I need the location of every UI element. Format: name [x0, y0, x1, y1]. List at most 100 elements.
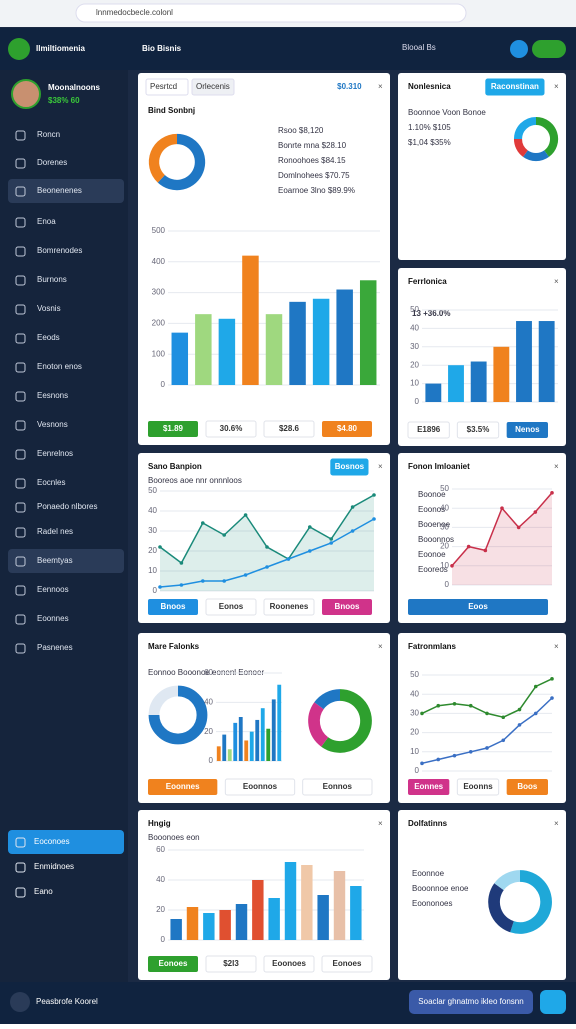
stat-label[interactable]: Bnoos: [335, 602, 360, 611]
stat-label[interactable]: E1896: [417, 425, 441, 434]
nav-item[interactable]: Vosnis: [37, 304, 61, 313]
nav-item[interactable]: Eoconoes: [34, 837, 70, 846]
stat-chip[interactable]: [322, 599, 372, 615]
close-icon[interactable]: ×: [554, 462, 559, 471]
stat-chip[interactable]: [456, 421, 500, 439]
stat-chip[interactable]: [407, 421, 450, 439]
nav-item[interactable]: Radel nes: [37, 527, 73, 536]
tab-label[interactable]: Orlecenis: [196, 82, 230, 91]
stat-label[interactable]: Roonenes: [270, 602, 309, 611]
y-tick-label: 20: [410, 728, 419, 737]
stat-chip[interactable]: [408, 599, 548, 615]
nav-item[interactable]: Eoonnes: [37, 614, 69, 623]
stat-label[interactable]: Nenos: [515, 425, 540, 434]
nav-item[interactable]: Enmidnoes: [34, 862, 74, 871]
stat-chip[interactable]: [456, 778, 500, 796]
stat-chip[interactable]: [506, 422, 548, 438]
nav-item[interactable]: Eocnles: [37, 478, 65, 487]
stat-label[interactable]: $4.80: [337, 424, 358, 433]
stat-chip[interactable]: [263, 955, 315, 973]
stat-label[interactable]: Eoonnos: [243, 782, 278, 791]
footer-text: Peasbrofe Koorel: [36, 997, 98, 1006]
nav-item[interactable]: Roncn: [37, 130, 60, 139]
stat-label[interactable]: $28.6: [279, 424, 300, 433]
y-tick-label: 0: [415, 766, 420, 775]
nav-item[interactable]: Eesnons: [37, 391, 68, 400]
stat-chip[interactable]: [205, 598, 257, 616]
stat-label[interactable]: 30.6%: [220, 424, 243, 433]
stat-label[interactable]: Eonoes: [333, 959, 362, 968]
nav-item[interactable]: Dorenes: [37, 158, 67, 167]
stat-chip[interactable]: [205, 955, 257, 973]
tab[interactable]: [145, 78, 189, 96]
stat-label[interactable]: $3.5%: [467, 425, 490, 434]
nav-item[interactable]: Beemtyas: [37, 556, 73, 565]
nav-item[interactable]: Eennoos: [37, 585, 69, 594]
stat-label[interactable]: Eoonnes: [166, 782, 200, 791]
nav-item[interactable]: Pasnenes: [37, 643, 73, 652]
stat-chip[interactable]: [148, 956, 198, 972]
nav-icon: [15, 333, 26, 344]
tab[interactable]: [191, 78, 235, 96]
badge-label[interactable]: Raconstinan: [491, 82, 539, 91]
nav-item[interactable]: Vesnons: [37, 420, 68, 429]
stat-chip[interactable]: [148, 599, 198, 615]
y-tick-label: 20: [204, 727, 213, 736]
close-icon[interactable]: ×: [378, 82, 383, 91]
nav-item[interactable]: Eano: [34, 887, 53, 896]
nav-item[interactable]: Enoa: [37, 217, 56, 226]
nav-item[interactable]: Burnons: [37, 275, 67, 284]
badge[interactable]: [330, 79, 368, 95]
stat-label[interactable]: Eonoes: [159, 959, 188, 968]
y-tick-label: 50: [410, 305, 419, 314]
close-icon[interactable]: ×: [378, 819, 383, 828]
action-btn[interactable]: [532, 40, 566, 58]
badge[interactable]: [330, 458, 369, 476]
nav-item[interactable]: Eenrelnos: [37, 449, 73, 458]
stat-label[interactable]: Eonnos: [323, 782, 353, 791]
close-icon[interactable]: ×: [554, 819, 559, 828]
close-icon[interactable]: ×: [554, 277, 559, 286]
badge-label[interactable]: $0.310: [337, 82, 362, 91]
stat-chip[interactable]: [302, 778, 373, 796]
stat-label[interactable]: $2l3: [223, 959, 239, 968]
stat-label[interactable]: Eoos: [468, 602, 488, 611]
stat-chip[interactable]: [148, 779, 218, 795]
footer-button[interactable]: [409, 990, 533, 1014]
nav-item[interactable]: Enoton enos: [37, 362, 82, 371]
stat-label[interactable]: Boos: [517, 782, 538, 791]
stat-chip[interactable]: [205, 420, 257, 438]
stat-label[interactable]: $1.89: [163, 424, 184, 433]
stat-chip[interactable]: [148, 421, 198, 437]
badge[interactable]: [485, 78, 545, 96]
nav-item[interactable]: Ponaedo nlbores: [37, 502, 98, 511]
chat-button[interactable]: [540, 990, 566, 1014]
stat-label[interactable]: Eonnes: [414, 782, 443, 791]
stat-chip[interactable]: [263, 420, 315, 438]
stat-label[interactable]: Eoonns: [463, 782, 493, 791]
stat-chip[interactable]: [506, 779, 548, 795]
nav-item[interactable]: Eeods: [37, 333, 60, 342]
footer-button-label[interactable]: Soaclar ghnatmo ikleo fonsnn: [418, 997, 523, 1006]
close-icon[interactable]: ×: [378, 462, 383, 471]
stat-chip[interactable]: [263, 598, 315, 616]
stat-chip[interactable]: [224, 778, 296, 796]
nav-item[interactable]: Beonenenes: [37, 186, 82, 195]
avatar-btn[interactable]: [510, 40, 528, 58]
close-icon[interactable]: ×: [554, 642, 559, 651]
point: [485, 746, 489, 750]
tab-label[interactable]: Pesrtcd: [150, 82, 177, 91]
stat-chip[interactable]: [321, 955, 373, 973]
stat-chip[interactable]: [408, 779, 450, 795]
close-icon[interactable]: ×: [554, 82, 559, 91]
card-text: Boonnoe Voon Bonoe: [408, 108, 486, 117]
stat-label[interactable]: Bnoos: [161, 602, 186, 611]
nav-item[interactable]: Bomrenodes: [37, 246, 82, 255]
stat-label[interactable]: Eoonoes: [272, 959, 306, 968]
stat-label[interactable]: Eonos: [219, 602, 244, 611]
badge-label[interactable]: Bosnos: [335, 462, 365, 471]
close-icon[interactable]: ×: [378, 642, 383, 651]
url-field[interactable]: [75, 3, 467, 23]
stat-chip[interactable]: [322, 421, 372, 437]
